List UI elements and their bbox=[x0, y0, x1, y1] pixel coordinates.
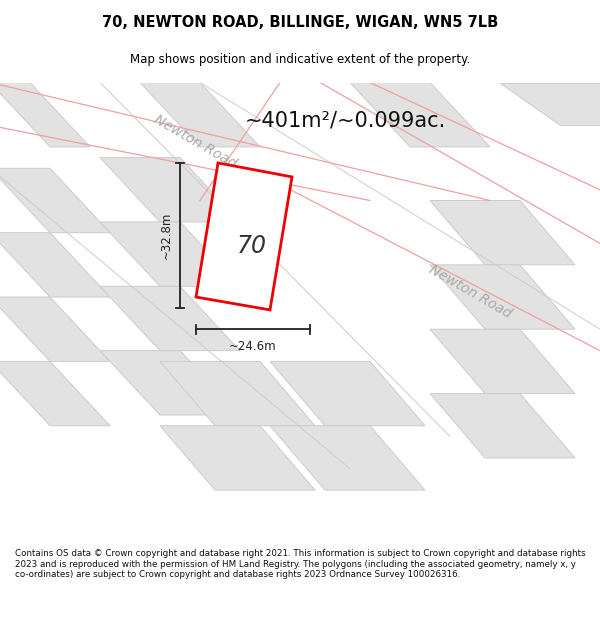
Polygon shape bbox=[430, 329, 575, 394]
Polygon shape bbox=[430, 394, 575, 458]
Polygon shape bbox=[0, 232, 110, 297]
Polygon shape bbox=[0, 168, 110, 232]
Polygon shape bbox=[100, 351, 240, 415]
Text: ~24.6m: ~24.6m bbox=[229, 340, 277, 353]
Polygon shape bbox=[270, 82, 600, 351]
Polygon shape bbox=[500, 82, 600, 126]
Polygon shape bbox=[100, 222, 240, 286]
Text: Newton Road: Newton Road bbox=[151, 112, 239, 171]
Text: ~401m²/~0.099ac.: ~401m²/~0.099ac. bbox=[245, 110, 446, 130]
Polygon shape bbox=[196, 163, 292, 310]
Text: ~32.8m: ~32.8m bbox=[160, 212, 173, 259]
Polygon shape bbox=[140, 82, 260, 147]
Polygon shape bbox=[0, 361, 110, 426]
Polygon shape bbox=[0, 82, 490, 201]
Text: Map shows position and indicative extent of the property.: Map shows position and indicative extent… bbox=[130, 53, 470, 66]
Polygon shape bbox=[100, 286, 240, 351]
Polygon shape bbox=[160, 361, 315, 426]
Text: Newton Road: Newton Road bbox=[427, 262, 514, 321]
Text: 70, NEWTON ROAD, BILLINGE, WIGAN, WN5 7LB: 70, NEWTON ROAD, BILLINGE, WIGAN, WN5 7L… bbox=[102, 15, 498, 30]
Polygon shape bbox=[270, 426, 425, 490]
Polygon shape bbox=[160, 426, 315, 490]
Polygon shape bbox=[430, 201, 575, 265]
Polygon shape bbox=[430, 265, 575, 329]
Polygon shape bbox=[0, 297, 110, 361]
Polygon shape bbox=[350, 82, 490, 147]
Text: 70: 70 bbox=[237, 234, 267, 258]
Polygon shape bbox=[0, 82, 90, 147]
Polygon shape bbox=[270, 361, 425, 426]
Polygon shape bbox=[100, 158, 240, 222]
Text: Contains OS data © Crown copyright and database right 2021. This information is : Contains OS data © Crown copyright and d… bbox=[15, 549, 586, 579]
